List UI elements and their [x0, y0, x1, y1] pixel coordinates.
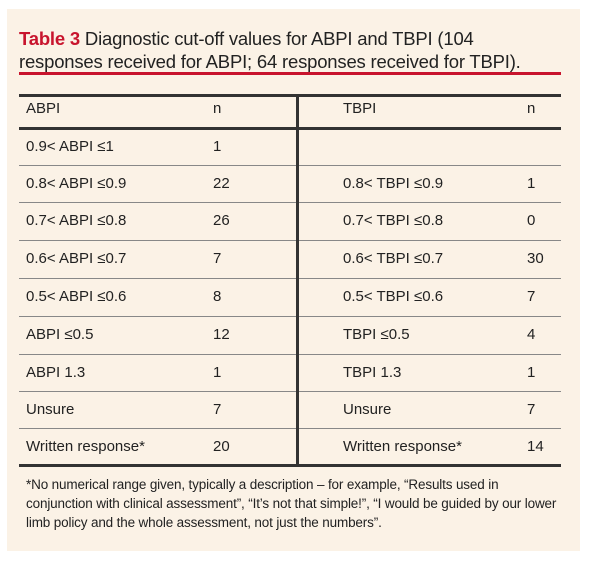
row-divider-right	[299, 354, 561, 355]
row-tbpi-range: 0.6< TBPI ≤0.7	[343, 250, 444, 267]
table-caption: Table 3 Diagnostic cut-off values for AB…	[19, 27, 539, 73]
row-abpi-range: Unsure	[26, 401, 75, 418]
table-footnote: *No numerical range given, typically a d…	[26, 477, 557, 530]
row-abpi-range: ABPI ≤0.5	[26, 326, 94, 343]
caption-rule	[19, 72, 561, 75]
row-tbpi-count: 1	[527, 175, 536, 192]
row-abpi-range: 0.6< ABPI ≤0.7	[26, 250, 127, 267]
row-tbpi-count: 4	[527, 326, 536, 343]
row-abpi-count: 22	[213, 175, 230, 192]
row-divider-right	[299, 391, 561, 392]
row-divider-right	[299, 278, 561, 279]
row-tbpi-count: 7	[527, 288, 536, 305]
row-tbpi-count: 1	[527, 364, 536, 381]
row-abpi-count: 1	[213, 364, 222, 381]
caption-text-line2: responses received for ABPI; 64 response…	[19, 51, 521, 72]
row-divider-left	[19, 391, 296, 392]
row-abpi-count: 26	[213, 212, 230, 229]
row-divider-left	[19, 354, 296, 355]
table-label: Table 3	[19, 28, 80, 49]
row-divider-left	[19, 278, 296, 279]
row-tbpi-count: 7	[527, 401, 536, 418]
row-abpi-range: Written response*	[26, 438, 145, 455]
row-tbpi-count: 0	[527, 212, 536, 229]
row-divider-right	[299, 202, 561, 203]
row-divider-right	[299, 240, 561, 241]
row-tbpi-count: 30	[527, 250, 544, 267]
header-abpi-n: n	[213, 100, 222, 117]
row-abpi-range: ABPI 1.3	[26, 364, 86, 381]
row-tbpi-range: TBPI 1.3	[343, 364, 402, 381]
row-tbpi-count: 14	[527, 438, 544, 455]
row-tbpi-range: 0.7< TBPI ≤0.8	[343, 212, 444, 229]
row-divider-left	[19, 240, 296, 241]
table-panel	[7, 9, 580, 551]
row-abpi-count: 7	[213, 401, 222, 418]
row-tbpi-range: Unsure	[343, 401, 392, 418]
row-divider-right	[299, 428, 561, 429]
row-abpi-range: 0.8< ABPI ≤0.9	[26, 175, 127, 192]
column-divider	[296, 96, 299, 465]
row-tbpi-range: 0.8< TBPI ≤0.9	[343, 175, 444, 192]
row-divider-left	[19, 428, 296, 429]
row-tbpi-range: TBPI ≤0.5	[343, 326, 410, 343]
row-abpi-range: 0.9< ABPI ≤1	[26, 138, 114, 155]
row-divider-left	[19, 316, 296, 317]
row-abpi-range: 0.5< ABPI ≤0.6	[26, 288, 127, 305]
row-divider-right	[299, 165, 561, 166]
table-bottom-rule	[19, 464, 561, 467]
row-abpi-count: 1	[213, 138, 222, 155]
row-tbpi-range: Written response*	[343, 438, 462, 455]
row-abpi-count: 7	[213, 250, 222, 267]
caption-text: Diagnostic cut-off values for ABPI and T…	[79, 28, 474, 49]
row-abpi-range: 0.7< ABPI ≤0.8	[26, 212, 127, 229]
row-abpi-count: 8	[213, 288, 222, 305]
table-top-rule	[19, 94, 561, 97]
row-tbpi-range: 0.5< TBPI ≤0.6	[343, 288, 444, 305]
header-tbpi: TBPI	[343, 100, 377, 117]
header-abpi: ABPI	[26, 100, 61, 117]
header-tbpi-n: n	[527, 100, 536, 117]
row-divider-right	[299, 316, 561, 317]
header-rule	[19, 127, 561, 130]
row-divider-left	[19, 165, 296, 166]
row-divider-left	[19, 202, 296, 203]
row-abpi-count: 20	[213, 438, 230, 455]
row-abpi-count: 12	[213, 326, 230, 343]
